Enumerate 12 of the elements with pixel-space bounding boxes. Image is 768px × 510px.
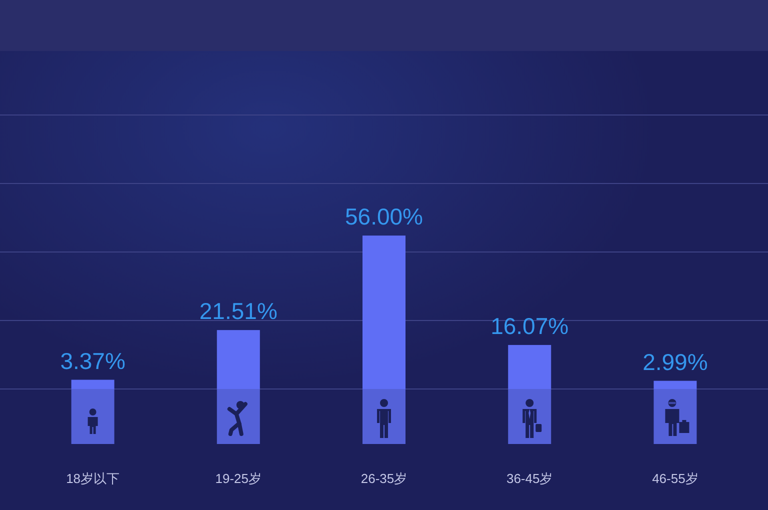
data-label: 2.99%: [642, 348, 708, 375]
x-tick-label: 36-45岁: [506, 471, 553, 486]
x-tick-label: 18岁以下: [66, 471, 120, 486]
data-label: 56.00%: [344, 204, 424, 230]
data-label: 21.51%: [199, 298, 278, 324]
x-tick-label: 19-25岁: [215, 471, 262, 486]
data-label: 16.07%: [490, 312, 569, 339]
data-label: 3.37%: [60, 348, 126, 374]
bar: [654, 380, 697, 389]
bar: [71, 380, 114, 389]
x-tick-label: 26-35岁: [360, 471, 408, 486]
x-tick-label: 46-55岁: [652, 471, 698, 486]
